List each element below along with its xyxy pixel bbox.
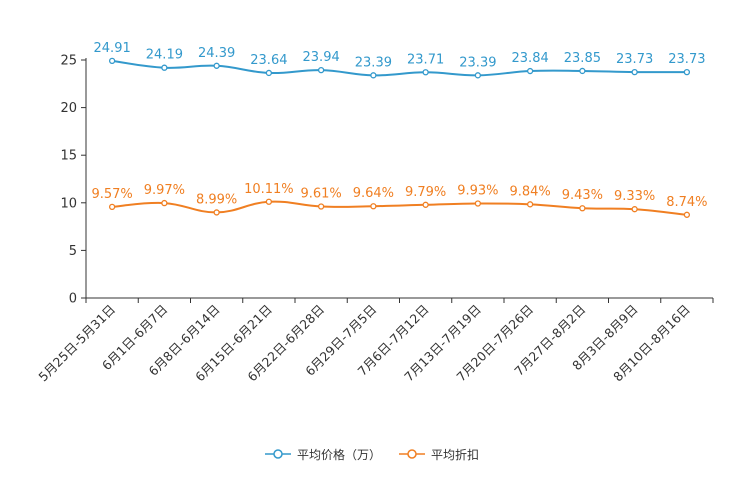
data-label: 9.93% bbox=[457, 183, 498, 198]
data-label: 23.84 bbox=[512, 51, 549, 66]
data-point[interactable] bbox=[265, 69, 273, 77]
y-tick-label: 25 bbox=[60, 54, 77, 69]
data-label: 23.85 bbox=[564, 51, 601, 66]
data-label: 9.84% bbox=[509, 184, 550, 199]
data-label: 9.43% bbox=[562, 188, 603, 203]
data-point[interactable] bbox=[526, 67, 534, 75]
data-label: 9.97% bbox=[144, 183, 185, 198]
legend-line-circle-icon bbox=[264, 449, 291, 459]
series-line-2 bbox=[112, 200, 687, 216]
legend-line-circle-icon bbox=[399, 449, 425, 459]
y-tick-label: 20 bbox=[60, 101, 77, 116]
data-point[interactable] bbox=[213, 62, 220, 69]
data-label: 9.79% bbox=[405, 185, 446, 200]
data-point[interactable] bbox=[631, 206, 638, 213]
data-label: 23.94 bbox=[303, 50, 340, 65]
data-point[interactable] bbox=[370, 72, 377, 79]
data-point[interactable] bbox=[579, 67, 586, 75]
data-label: 23.39 bbox=[459, 55, 496, 70]
data-label: 8.74% bbox=[666, 195, 707, 210]
data-point[interactable] bbox=[526, 201, 534, 208]
data-point[interactable] bbox=[265, 198, 273, 205]
data-label: 9.33% bbox=[614, 189, 655, 204]
data-point[interactable] bbox=[579, 205, 586, 212]
data-point[interactable] bbox=[370, 203, 377, 210]
data-point[interactable] bbox=[317, 66, 325, 74]
data-label: 24.19 bbox=[146, 48, 183, 63]
y-tick-label: 15 bbox=[60, 149, 77, 164]
data-label: 10.11% bbox=[244, 182, 294, 197]
y-tick-label: 5 bbox=[69, 244, 77, 259]
legend-item-discount[interactable]: 平均折扣 bbox=[399, 446, 479, 463]
data-label: 8.99% bbox=[196, 192, 237, 207]
data-point[interactable] bbox=[474, 200, 482, 207]
data-point[interactable] bbox=[631, 68, 638, 76]
data-label: 23.73 bbox=[668, 52, 705, 67]
data-label: 9.64% bbox=[353, 186, 394, 201]
data-label: 24.91 bbox=[94, 41, 131, 56]
data-point[interactable] bbox=[161, 199, 168, 207]
data-point[interactable] bbox=[474, 72, 482, 79]
data-label: 9.57% bbox=[91, 187, 132, 202]
data-label: 23.39 bbox=[355, 55, 392, 70]
y-tick-label: 10 bbox=[60, 196, 77, 211]
legend: 平均价格（万） 平均折扣 bbox=[0, 444, 744, 464]
data-point[interactable] bbox=[683, 211, 691, 218]
data-label: 9.61% bbox=[300, 187, 341, 202]
data-point[interactable] bbox=[683, 68, 691, 76]
data-point[interactable] bbox=[422, 201, 429, 208]
y-tick-label: 0 bbox=[69, 292, 77, 307]
data-point[interactable] bbox=[422, 69, 429, 76]
x-tick-label: 5月25日-5月31日 bbox=[35, 302, 118, 385]
legend-label-price: 平均价格（万） bbox=[296, 447, 381, 462]
data-label: 23.71 bbox=[407, 52, 444, 67]
data-label: 23.64 bbox=[250, 53, 287, 68]
data-point[interactable] bbox=[161, 64, 168, 71]
data-point[interactable] bbox=[108, 57, 116, 65]
legend-item-price[interactable]: 平均价格（万） bbox=[264, 446, 381, 463]
data-label: 23.73 bbox=[616, 52, 653, 67]
legend-label-discount: 平均折扣 bbox=[431, 447, 480, 462]
data-point[interactable] bbox=[317, 203, 325, 210]
series-line-1 bbox=[111, 59, 687, 77]
data-point[interactable] bbox=[108, 203, 116, 211]
data-point[interactable] bbox=[213, 209, 220, 216]
data-label: 24.39 bbox=[198, 46, 235, 61]
